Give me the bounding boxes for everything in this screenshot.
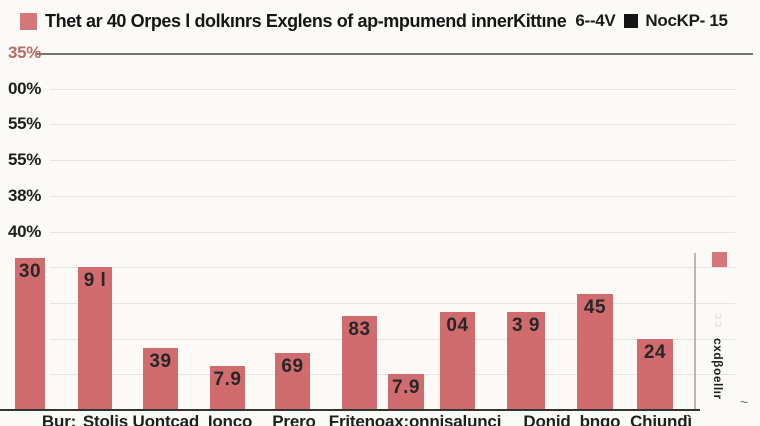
gridline — [50, 231, 735, 233]
bar — [577, 294, 613, 410]
x-axis-tick-label: Bur: — [41, 412, 77, 426]
bar — [78, 267, 112, 410]
bar — [15, 258, 45, 410]
bar — [275, 353, 310, 410]
y-axis-tick-label: 00% — [8, 78, 42, 98]
bar-value-label: 69 — [281, 356, 304, 377]
y-axis-tick-label: 35% — [8, 43, 42, 62]
bar-value-label: 7.9 — [392, 377, 420, 398]
bar-value-label: 83 — [348, 319, 371, 340]
chart-title-row: Thet ar 40 Orpes l dolkınrs Exglens of a… — [20, 9, 760, 33]
secondary-legend-label: NocKP- 15 — [645, 11, 728, 30]
gridline — [50, 338, 735, 340]
chart-title: Thet ar 40 Orpes l dolkınrs Exglens of a… — [45, 10, 567, 31]
x-axis-tick-label: Prero — [272, 412, 316, 426]
bar — [507, 312, 545, 410]
y-axis-tick-label: 40% — [8, 221, 42, 241]
bar-value-label: 3 9 — [512, 315, 540, 336]
x-axis-tick-label: Fritenoax:onnisalunci — [328, 412, 502, 426]
bar-value-label: 04 — [446, 315, 469, 336]
gridline — [50, 88, 735, 90]
x-axis-tick-label: Donid — [523, 412, 571, 426]
plot-right-border — [694, 253, 696, 410]
bar-value-label: 39 — [149, 351, 172, 372]
bar — [440, 312, 475, 410]
bar-value-label: 9 l — [83, 270, 107, 291]
y-axis-tick-label: 55% — [8, 150, 42, 170]
x-axis-tick-label: Ionco — [207, 412, 253, 426]
gridline — [50, 160, 735, 162]
secondary-legend-marker — [624, 14, 639, 28]
gridline — [50, 267, 735, 269]
bar-value-label: 30 — [18, 261, 42, 282]
bar-value-label: 24 — [643, 342, 667, 363]
gridline — [37, 53, 753, 55]
corner-squiggle-mark: ~ — [740, 394, 749, 410]
side-vertical-legend-text: cxdβoellır — [711, 338, 725, 400]
y-axis-tick-label: 55% — [8, 114, 42, 134]
bar-value-label: 7.9 — [213, 369, 242, 390]
bar — [637, 339, 673, 410]
bar — [210, 366, 245, 410]
gridline — [50, 124, 735, 126]
side-faint-glyphs: ɔɔ — [712, 313, 726, 329]
x-axis-tick-label: bngo — [579, 412, 621, 426]
gridline — [50, 195, 735, 197]
bar — [388, 374, 424, 410]
chart-title-suffix: 6--4V — [575, 11, 616, 30]
bar — [143, 348, 178, 410]
x-axis-tick-label: Chiundì — [630, 412, 692, 426]
bar — [342, 316, 377, 410]
gridline — [50, 302, 735, 304]
bar-value-label: 45 — [583, 297, 607, 318]
y-axis-tick-label: 38% — [8, 185, 42, 205]
series-legend-marker — [20, 12, 37, 30]
x-axis-line — [0, 409, 700, 411]
x-axis-tick-label: Stolis Uontcad — [82, 412, 200, 426]
side-legend-marker — [712, 252, 727, 267]
